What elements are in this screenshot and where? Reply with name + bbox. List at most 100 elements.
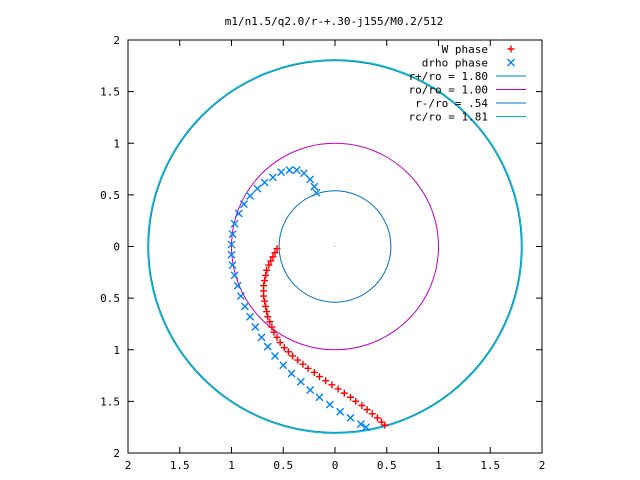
data-point [265,261,273,269]
x-tick-label: 1.5 [480,459,500,472]
x-tick-label: 2 [125,459,132,472]
data-point [336,407,345,416]
phase-points [227,166,389,432]
data-point [381,421,389,429]
y-tick-label: 0 [113,241,120,254]
data-point [263,266,271,274]
legend-label: rc/ro = 1.81 [409,111,488,124]
data-point [280,344,288,352]
data-point [263,342,272,351]
data-point [363,406,371,414]
data-point [246,312,255,321]
radius-circles [147,59,523,434]
data-point [227,250,236,259]
data-point [230,271,239,280]
legend-label: W phase [442,43,488,56]
data-point [261,297,269,305]
data-point [358,402,366,410]
y-tick-label: 1.5 [100,395,120,408]
data-point [284,348,292,356]
x-tick-label: 1 [435,459,442,472]
radius-circle [147,59,523,434]
data-point [262,302,270,310]
y-tick-label: 0.5 [100,189,120,202]
data-point [261,277,269,285]
y-tick-label: 1.5 [100,86,120,99]
data-point [347,393,355,401]
data-point [356,420,365,429]
data-point [236,292,245,301]
y-tick-label: 2 [113,447,120,460]
data-point [277,168,286,177]
data-point [268,323,276,331]
data-point [299,360,307,368]
data-point [296,377,305,386]
data-point [368,410,376,418]
data-point [340,389,348,397]
data-point [310,182,319,191]
y-tick-label: 1 [113,137,120,150]
data-point [315,393,324,402]
data-point [325,400,334,409]
data-point [285,166,294,175]
data-point [246,191,255,200]
x-tick-label: 1 [228,459,235,472]
legend-swatch [507,45,515,53]
data-point [334,385,342,393]
chart-title: m1/n1.5/q2.0/r-+.30-j155/M0.2/512 [225,15,444,28]
data-point [227,240,236,249]
x-tick-label: 1.5 [170,459,190,472]
x-tick-label: 0 [332,459,339,472]
data-point [264,313,272,321]
x-tick-label: 2 [539,459,546,472]
data-point [267,257,275,265]
legend-label: drho phase [422,57,488,70]
data-point [270,351,279,360]
data-point [287,369,296,378]
data-point [230,219,239,228]
data-point [269,253,277,261]
data-point [262,271,270,279]
data-point [228,230,237,239]
data-point [240,302,249,311]
data-point [352,397,360,405]
data-point [273,333,281,341]
radius-circle [231,142,439,351]
data-point [292,166,301,175]
radius-circle [148,60,522,433]
data-point [260,292,268,300]
data-point [289,352,297,360]
data-point [228,261,237,270]
data-point [276,339,284,347]
data-point [270,328,278,336]
radius-circle [278,190,392,303]
data-point [362,423,371,432]
data-point [328,381,336,389]
data-point [373,414,381,422]
legend-label: r-/ro = .54 [415,97,488,110]
y-tick-label: 2 [113,34,120,47]
data-point [346,413,355,422]
y-tick-label: 0.5 [100,292,120,305]
data-point [266,318,274,326]
origin-dot [334,246,336,247]
data-point [312,188,321,197]
data-point [299,169,308,178]
axis-ticks: 2 1.5 1 0.5 0 0.5 1 1.5 221.510.500.511.52 [100,34,545,472]
data-point [315,373,323,381]
y-tick-label: 1 [113,344,120,357]
data-point [306,175,315,184]
data-point [378,418,386,426]
data-point [251,323,260,332]
x-tick-label: 0.5 [377,459,397,472]
data-point [233,281,242,290]
data-point [310,368,318,376]
data-point [271,249,279,257]
data-point [322,377,330,385]
data-point [260,178,269,187]
legend-label: r+/ro = 1.80 [409,70,488,83]
data-point [279,361,288,370]
data-point [257,333,266,342]
